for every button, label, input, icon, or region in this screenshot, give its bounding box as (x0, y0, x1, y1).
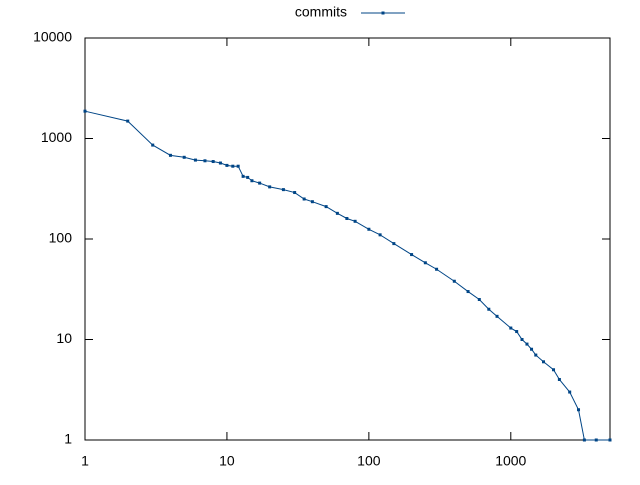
data-point (477, 298, 481, 302)
data-point (126, 119, 130, 123)
x-tick-label: 10 (219, 453, 235, 469)
data-point (530, 347, 534, 351)
data-point (246, 175, 250, 179)
data-point (452, 279, 456, 283)
data-point (168, 153, 172, 157)
y-tick-label: 1 (64, 431, 72, 447)
data-point (367, 227, 371, 231)
data-point (345, 216, 349, 220)
y-tick-label: 10 (56, 330, 72, 346)
data-point (466, 290, 470, 294)
x-tick-label: 100 (357, 453, 381, 469)
data-point (250, 179, 254, 183)
data-point (211, 160, 215, 164)
data-point (594, 438, 598, 442)
data-point (310, 200, 314, 204)
data-point (557, 377, 561, 381)
x-tick-label: 1000 (495, 453, 526, 469)
data-point (568, 390, 572, 394)
data-point (353, 219, 357, 223)
data-point (582, 438, 586, 442)
data-point (203, 159, 207, 163)
plot-frame (84, 37, 611, 441)
x-tick-label: 1 (81, 453, 89, 469)
data-point (515, 330, 519, 334)
data-point (435, 267, 439, 271)
data-point (495, 314, 499, 318)
data-point (83, 109, 87, 113)
data-point (534, 353, 538, 357)
data-point (525, 342, 529, 346)
data-point (410, 253, 414, 257)
data-point (231, 164, 235, 168)
y-tick-label: 100 (49, 230, 73, 246)
data-point (552, 368, 556, 372)
data-point (423, 261, 427, 265)
data-point (225, 163, 229, 167)
legend-label: commits (295, 4, 347, 20)
data-point (577, 408, 581, 412)
legend-marker (381, 11, 385, 15)
y-tick-label: 1000 (41, 129, 72, 145)
data-point (182, 155, 186, 159)
data-point (218, 161, 222, 165)
data-point (236, 164, 240, 168)
data-point (392, 242, 396, 246)
data-point (258, 181, 262, 185)
data-point (293, 191, 297, 195)
data-point (268, 185, 272, 189)
data-point (378, 233, 382, 237)
data-point (335, 211, 339, 215)
data-point (151, 143, 155, 147)
data-point (509, 326, 513, 330)
data-point (241, 174, 245, 178)
data-point (324, 205, 328, 209)
data-point (302, 197, 306, 201)
series-line (84, 110, 610, 441)
data-point (281, 188, 285, 192)
data-point (193, 158, 197, 162)
data-point (487, 307, 491, 311)
data-point (608, 438, 612, 442)
data-point (542, 360, 546, 364)
data-point (520, 338, 524, 341)
y-tick-label: 10000 (33, 29, 72, 45)
